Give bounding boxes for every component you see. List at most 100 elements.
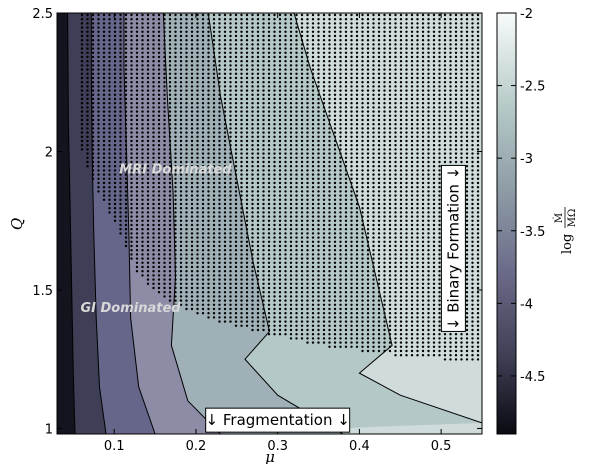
- dot-marker: [322, 72, 326, 76]
- dot-marker: [443, 131, 447, 134]
- dot-marker: [218, 274, 221, 277]
- dot-marker: [295, 139, 298, 143]
- dot-marker: [124, 106, 128, 109]
- dot-marker: [410, 152, 414, 155]
- dot-marker: [394, 198, 397, 201]
- dot-marker: [366, 278, 370, 281]
- dot-marker: [201, 190, 205, 193]
- dot-marker: [174, 291, 177, 294]
- dot-marker: [97, 51, 100, 54]
- dot-marker: [157, 261, 161, 264]
- dot-marker: [427, 270, 430, 273]
- dot-marker: [355, 249, 359, 252]
- dot-marker: [339, 131, 342, 134]
- dot-marker: [97, 135, 100, 138]
- dot-marker: [256, 102, 260, 105]
- dot-marker: [240, 299, 243, 302]
- dot-marker: [366, 286, 370, 290]
- dot-marker: [108, 85, 111, 88]
- dot-marker: [262, 43, 265, 46]
- dot-marker: [405, 114, 408, 118]
- dot-marker: [383, 173, 386, 176]
- dot-marker: [262, 102, 265, 105]
- dot-marker: [421, 278, 425, 281]
- dot-marker: [383, 72, 386, 76]
- dot-marker: [157, 106, 161, 109]
- dot-marker: [146, 274, 150, 277]
- dot-marker: [119, 207, 122, 210]
- dot-marker: [311, 39, 315, 42]
- dot-marker: [300, 328, 304, 332]
- dot-marker: [119, 72, 122, 76]
- dot-marker: [229, 89, 232, 92]
- dot-marker: [201, 312, 205, 315]
- dot-marker: [438, 333, 441, 336]
- dot-marker: [201, 299, 205, 302]
- dot-marker: [432, 68, 436, 71]
- dot-marker: [102, 169, 106, 172]
- dot-marker: [300, 282, 304, 285]
- dot-marker: [124, 165, 128, 168]
- dot-marker: [394, 30, 397, 33]
- dot-marker: [317, 215, 320, 218]
- dot-marker: [361, 328, 364, 332]
- dot-marker: [328, 333, 331, 336]
- dot-marker: [405, 320, 408, 323]
- dot-marker: [322, 123, 326, 126]
- dot-marker: [394, 93, 397, 97]
- dot-marker: [432, 30, 436, 33]
- dot-marker: [416, 55, 419, 59]
- dot-marker: [438, 253, 441, 256]
- dot-marker: [328, 18, 331, 21]
- dot-marker: [317, 144, 320, 147]
- dot-marker: [223, 160, 227, 164]
- dot-marker: [399, 257, 403, 260]
- dot-marker: [333, 135, 337, 138]
- dot-marker: [339, 286, 342, 290]
- dot-marker: [157, 282, 161, 285]
- dot-marker: [306, 324, 309, 327]
- dot-marker: [152, 13, 155, 17]
- dot-marker: [339, 198, 342, 201]
- dot-marker: [416, 110, 419, 113]
- dot-marker: [179, 303, 183, 306]
- dot-marker: [141, 106, 144, 109]
- dot-marker: [207, 118, 210, 122]
- dot-marker: [267, 316, 271, 319]
- contour-line: [67, 13, 76, 434]
- dot-marker: [278, 68, 282, 71]
- dot-marker: [410, 156, 414, 159]
- dot-marker: [289, 219, 293, 222]
- dot-marker: [97, 85, 100, 88]
- dot-marker: [267, 160, 271, 164]
- dot-marker: [185, 55, 188, 59]
- dot-marker: [130, 215, 133, 218]
- dot-marker: [240, 265, 243, 269]
- dot-marker: [163, 207, 166, 210]
- dot-marker: [394, 207, 397, 210]
- dot-marker: [416, 165, 419, 168]
- dot-marker: [438, 190, 441, 193]
- dot-marker: [218, 236, 221, 239]
- dot-marker: [394, 307, 397, 311]
- dot-marker: [168, 123, 172, 126]
- dot-marker: [284, 60, 287, 63]
- dot-marker: [311, 328, 315, 332]
- dot-marker: [135, 89, 139, 92]
- dot-marker: [438, 165, 441, 168]
- dot-marker: [229, 186, 232, 189]
- dot-marker: [91, 60, 95, 63]
- dot-marker: [339, 148, 342, 151]
- dot-marker: [168, 68, 172, 71]
- dot-marker: [311, 286, 315, 290]
- dot-marker: [240, 131, 243, 134]
- dot-marker: [300, 215, 304, 218]
- dot-marker: [405, 160, 408, 164]
- dot-marker: [245, 131, 249, 134]
- dot-marker: [157, 18, 161, 21]
- dot-marker: [443, 114, 447, 118]
- dot-marker: [201, 127, 205, 130]
- dot-marker: [262, 93, 265, 97]
- dot-marker: [399, 354, 403, 357]
- dot-marker: [185, 274, 188, 277]
